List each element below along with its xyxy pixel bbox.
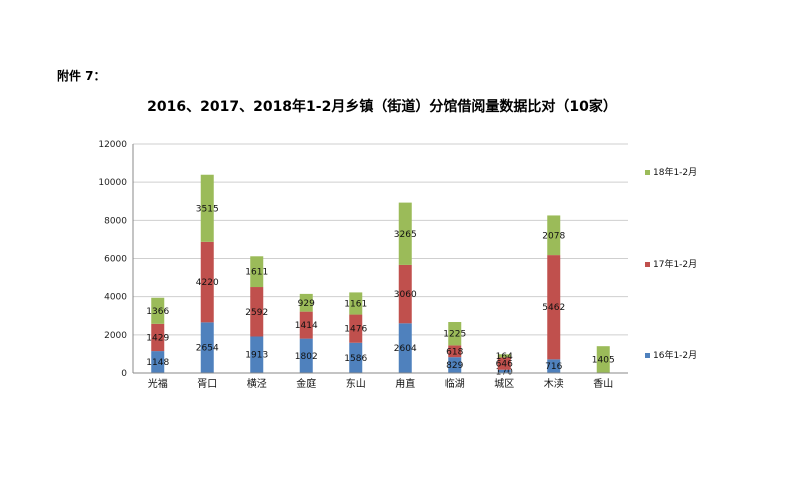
data-label: 5462: [542, 303, 565, 313]
bar-segment: [299, 311, 313, 339]
x-category-label: 香山: [593, 378, 613, 390]
bar-segment: [250, 287, 264, 337]
data-label: 1586: [344, 354, 367, 364]
data-label: 1414: [295, 321, 318, 331]
x-category-label: 甪直: [395, 377, 415, 390]
x-category-label: 东山: [346, 377, 366, 390]
data-label: 2592: [245, 308, 268, 318]
x-category-label: 金庭: [296, 377, 316, 390]
y-tick-label: 6000: [104, 255, 127, 265]
data-label: 646: [496, 360, 513, 370]
x-category-label: 城区: [494, 378, 514, 390]
bar-segment: [547, 255, 561, 360]
bar-segment: [398, 202, 412, 265]
bar-segment: [151, 297, 165, 324]
y-tick-label: 12000: [98, 140, 127, 150]
data-label: 1366: [146, 307, 169, 317]
bar-segment: [398, 264, 412, 324]
bar-segment: [448, 322, 462, 346]
legend-label: 17年1-2月: [653, 258, 697, 270]
y-tick-label: 2000: [104, 331, 127, 341]
data-label: 1161: [344, 299, 367, 309]
bar-segment: [250, 256, 264, 288]
bar-segment: [151, 351, 165, 373]
y-axis: 0 2000 4000 6000 8000 10000 12000: [98, 140, 134, 379]
data-label: 1802: [295, 352, 318, 362]
bar-segment: [200, 322, 214, 373]
legend-swatch: [645, 353, 650, 358]
legend: 16年1-2月 17年1-2月 18年1-2月: [645, 166, 697, 361]
data-label: 170: [496, 367, 513, 377]
y-tick-label: 4000: [104, 293, 127, 303]
bar-segment: [497, 357, 511, 370]
bar-segment: [250, 336, 264, 373]
data-label: 2654: [196, 344, 219, 354]
y-tick-label: 8000: [104, 216, 127, 226]
data-label: 1611: [245, 268, 268, 278]
bar-segment: [497, 354, 511, 358]
bar-segment: [448, 357, 462, 373]
bar-segment: [200, 241, 214, 323]
data-label: 618: [446, 347, 463, 357]
data-label: 1148: [146, 358, 169, 368]
data-label: 829: [446, 361, 463, 371]
data-label: 3060: [394, 290, 417, 300]
chart-title: 2016、2017、2018年1-2月乡镇（街道）分馆借阅量数据比对（10家）: [147, 98, 617, 115]
bar-segment: [151, 323, 165, 352]
data-label: 4220: [196, 278, 219, 288]
bar-segment: [349, 292, 363, 315]
x-category-label: 光福: [148, 377, 168, 390]
data-label: 164: [496, 352, 513, 362]
data-label: 1405: [592, 356, 615, 366]
bar-segment: [349, 314, 363, 343]
data-label: 3265: [394, 230, 417, 240]
legend-swatch: [645, 170, 650, 175]
bar-segment: [299, 338, 313, 373]
data-label: 716: [545, 362, 562, 372]
bar-segment: [398, 323, 412, 373]
bar-segment: [349, 342, 363, 373]
x-category-label: 横泾: [247, 377, 267, 390]
x-category-label: 临湖: [445, 377, 465, 390]
data-label: 1429: [146, 333, 169, 343]
attachment-label: 附件 7：: [57, 69, 106, 83]
data-label: 1225: [443, 330, 466, 340]
bar-segment: [497, 369, 511, 373]
y-tick-label: 0: [121, 369, 127, 379]
data-label: 2604: [394, 344, 417, 354]
data-label: 2078: [542, 231, 565, 241]
legend-label: 16年1-2月: [653, 349, 697, 361]
data-label: 1913: [245, 351, 268, 361]
legend-label: 18年1-2月: [653, 166, 697, 178]
bars: 1148 1429 1366 2654 4220 3515 1913 2592 1611 1802…: [146, 174, 615, 377]
x-category-label: 胥口: [197, 378, 217, 390]
data-label: 3515: [196, 204, 219, 214]
bar-segment: [299, 293, 313, 312]
bar-segment: [547, 359, 561, 373]
bar-segment: [200, 174, 214, 242]
bar-segment: [448, 345, 462, 358]
data-label: 1476: [344, 325, 367, 335]
bar-segment: [596, 346, 610, 373]
legend-swatch: [645, 262, 650, 267]
x-category-label: 木渎: [544, 377, 564, 390]
y-tick-label: 10000: [98, 178, 127, 188]
bar-segment: [547, 215, 561, 256]
data-label: 929: [298, 299, 315, 309]
x-axis: 光福 胥口 横泾 金庭 东山 甪直 临湖 城区 木渎 香山: [133, 372, 628, 390]
